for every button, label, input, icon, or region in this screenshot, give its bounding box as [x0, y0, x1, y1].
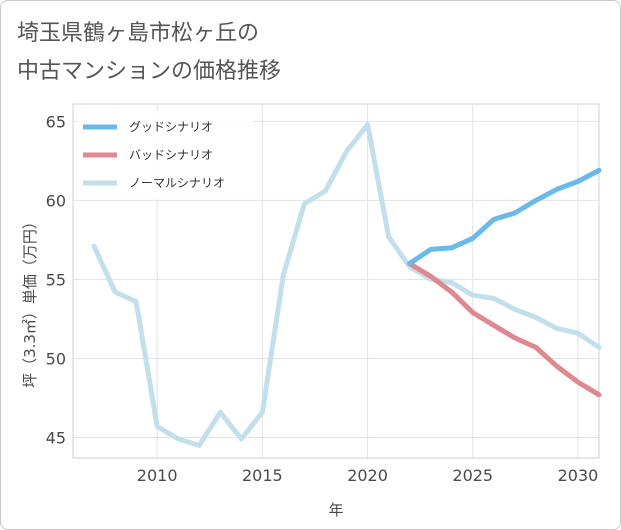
x-tick-labels: 2010 2015 2020 2025 2030	[137, 466, 599, 485]
data-point	[430, 248, 432, 250]
series-line-1	[407, 167, 602, 267]
data-point	[451, 247, 453, 249]
y-tick-label: 60	[46, 191, 66, 210]
data-point	[472, 237, 474, 239]
data-point	[514, 308, 516, 310]
data-point	[577, 332, 579, 334]
plot-area	[72, 103, 600, 459]
data-point	[472, 294, 474, 296]
data-point	[535, 199, 537, 201]
y-tick-label: 55	[46, 270, 66, 289]
data-point	[451, 282, 453, 284]
data-point	[451, 291, 453, 293]
data-series	[91, 122, 602, 448]
legend-label: ノーマルシナリオ	[129, 176, 225, 190]
y-axis-label: 坪（3.3㎡）単価（万円）	[21, 214, 39, 388]
y-tick-label: 50	[46, 349, 66, 368]
data-point	[156, 425, 158, 427]
data-point	[282, 274, 284, 276]
data-point	[493, 218, 495, 220]
data-point	[93, 245, 95, 247]
x-tick-label: 2010	[137, 466, 178, 485]
x-tick-label: 2025	[452, 466, 493, 485]
data-point	[514, 337, 516, 339]
data-point	[409, 263, 411, 265]
data-point	[198, 444, 200, 446]
data-point	[346, 150, 347, 152]
data-point	[556, 188, 558, 190]
chart-title: 埼玉県鶴ヶ島市松ヶ丘の 中古マンションの価格推移	[17, 15, 281, 91]
x-tick-label: 2030	[558, 466, 599, 485]
data-point	[114, 291, 116, 293]
data-point	[177, 438, 179, 440]
data-point	[388, 236, 390, 238]
legend-label: グッドシナリオ	[129, 120, 213, 134]
data-point	[493, 324, 495, 326]
data-point	[535, 346, 537, 348]
y-tick-labels: 45 50 55 60 65	[46, 112, 66, 447]
x-axis-label: 年	[328, 501, 343, 519]
data-point	[556, 365, 558, 367]
chart-title-line1: 埼玉県鶴ヶ島市松ヶ丘の	[17, 21, 260, 46]
data-point	[556, 327, 558, 329]
data-point	[430, 275, 432, 277]
data-point	[598, 394, 600, 396]
data-point	[598, 169, 600, 171]
x-tick-label: 2020	[347, 466, 388, 485]
data-point	[577, 180, 579, 182]
data-point	[325, 190, 326, 192]
data-point	[535, 316, 537, 318]
data-point	[219, 411, 221, 413]
y-tick-label: 45	[46, 428, 66, 447]
data-point	[493, 297, 495, 299]
data-point	[577, 381, 579, 383]
y-tick-label: 65	[46, 112, 66, 131]
legend-label: バッドシナリオ	[129, 148, 213, 162]
data-point	[367, 124, 369, 125]
series-line-2	[407, 261, 602, 398]
data-point	[135, 301, 137, 302]
data-point	[514, 212, 516, 214]
data-point	[303, 203, 305, 205]
data-point	[598, 346, 600, 348]
data-point	[261, 411, 263, 413]
x-tick-label: 2015	[242, 466, 283, 485]
data-point	[240, 438, 242, 440]
data-point	[472, 312, 474, 314]
chart-title-line2: 中古マンションの価格推移	[17, 59, 282, 84]
